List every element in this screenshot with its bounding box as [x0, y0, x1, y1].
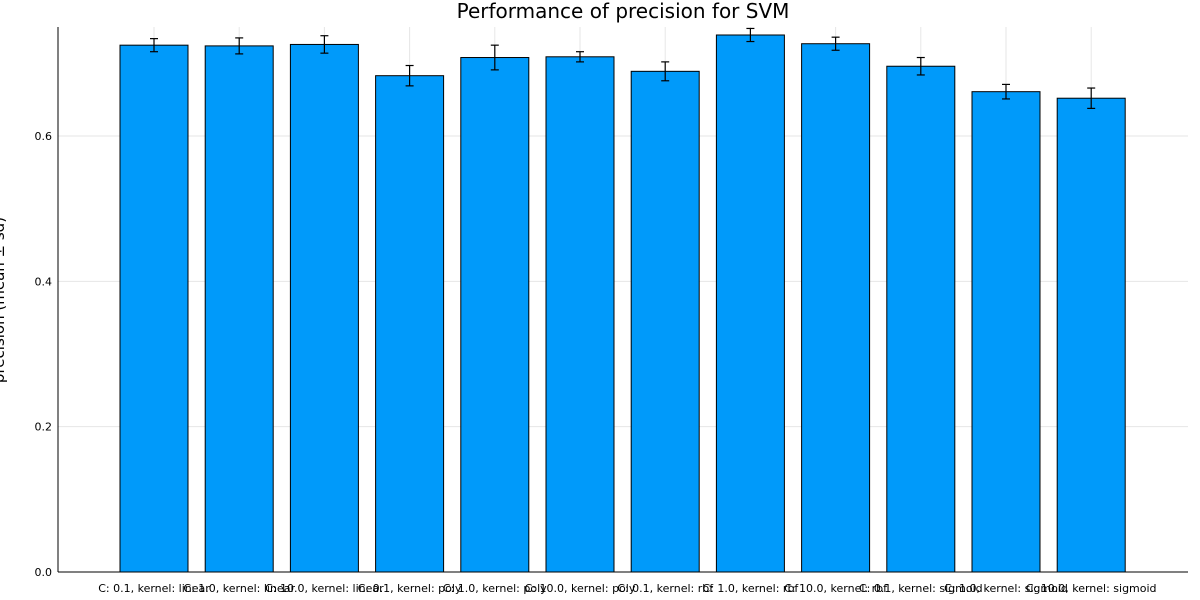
x-tick-label: C: 0.1, kernel: sigmoid — [859, 582, 983, 595]
error-bar — [746, 27, 755, 43]
y-tick-label: 0.6 — [35, 130, 53, 143]
error-bar — [576, 51, 584, 63]
bar — [460, 57, 530, 573]
x-tick-label: C: 10.0, kernel: sigmoid — [1026, 582, 1157, 595]
error-bar — [831, 36, 840, 51]
y-tick-layer: 0.0 0.2 0.4 0.6 — [35, 130, 53, 579]
y-tick-label: 0.4 — [35, 275, 53, 288]
x-tick-label: C: 10.0, kernel: linear — [265, 582, 384, 595]
bar — [545, 56, 615, 573]
error-bar — [320, 35, 329, 54]
x-tick-label: C: 0.1, kernel: linear — [98, 582, 210, 595]
x-tick-label: C: 10.0, kernel: poly — [525, 582, 636, 595]
bar — [119, 44, 189, 573]
bar — [886, 65, 956, 573]
y-axis-label: precision (mean ± sd) — [0, 217, 8, 383]
axis-layer — [57, 27, 1188, 573]
error-bar-layer — [150, 27, 1096, 109]
x-tick-label: C: 1.0, kernel: rbf — [702, 582, 799, 595]
error-bar — [405, 64, 414, 87]
x-tick-label: C: 1.0, kernel: poly — [443, 582, 547, 595]
x-tick-label: C: 1.0, kernel: sigmoid — [944, 582, 1068, 595]
error-bar — [490, 44, 499, 71]
x-tick-label: C: 10.0, kernel: rbf — [784, 582, 888, 595]
bar-layer — [119, 34, 1126, 573]
x-tick-label: C: 0.1, kernel: rbf — [617, 582, 714, 595]
error-bar — [235, 37, 244, 55]
bar — [375, 75, 445, 573]
error-bar — [916, 56, 925, 76]
y-tick-label: 0.2 — [35, 421, 53, 434]
bar — [630, 70, 700, 573]
error-bar — [1087, 87, 1096, 109]
bar — [971, 91, 1041, 573]
error-bar — [661, 61, 670, 82]
bar — [1056, 97, 1126, 573]
chart-title: Performance of precision for SVM — [457, 0, 790, 23]
bar — [715, 34, 785, 573]
y-tick-label: 0.0 — [35, 566, 53, 579]
bar — [801, 43, 871, 573]
error-bar — [150, 38, 158, 53]
bar — [289, 43, 359, 573]
bar — [204, 45, 274, 573]
error-bar — [1002, 83, 1010, 100]
x-tick-label: C: 1.0, kernel: linear — [183, 582, 295, 595]
x-tick-label: C: 0.1, kernel: poly — [358, 582, 462, 595]
